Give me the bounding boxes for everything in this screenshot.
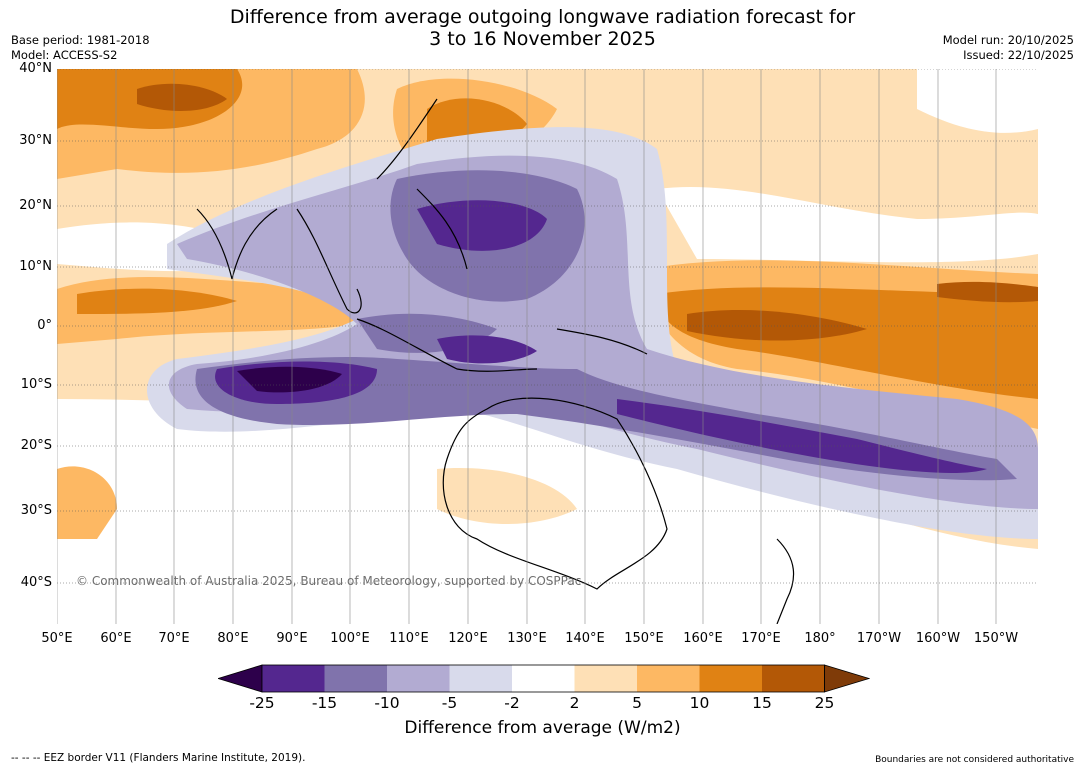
neutral-tasman	[777, 529, 937, 624]
colorbar-swatch-4	[449, 665, 512, 692]
lat-label-10n: 10°N	[19, 259, 52, 274]
lon-label-170w: 170°W	[856, 631, 902, 646]
malay-peninsula-coastline	[296, 208, 362, 314]
lon-label-140e: 140°E	[565, 631, 605, 646]
meridians	[57, 69, 997, 624]
lon-label-100e: 100°E	[330, 631, 370, 646]
lon-label-130e: 130°E	[507, 631, 547, 646]
copyright-notice: © Commonwealth of Australia 2025, Bureau…	[76, 574, 582, 588]
lat-label-40n: 40°N	[19, 61, 52, 76]
pos-south-indian-5	[57, 466, 117, 539]
pos-tibet-15	[137, 83, 227, 111]
colorbar-swatch-2	[324, 665, 387, 692]
lon-label-110e: 110°E	[389, 631, 429, 646]
neg-15-philippines	[417, 200, 547, 251]
colorbar-label: Difference from average (W/m2)	[404, 718, 681, 738]
lon-label-120e: 120°E	[448, 631, 488, 646]
pos-central-pacific-15	[687, 309, 867, 341]
colorbar-tick-minus-5: -5	[441, 694, 458, 712]
model-name: Model: ACCESS-S2	[11, 48, 118, 62]
lon-label-150w: 150°W	[973, 631, 1019, 646]
lat-label-20n: 20°N	[19, 198, 52, 213]
lon-label-180: 180°	[804, 631, 836, 646]
model-run: Model run: 20/10/2025	[942, 33, 1074, 47]
meta-left: Base period: 1981-2018 Model: ACCESS-S2	[11, 33, 150, 63]
olr-anomaly-map	[57, 69, 1038, 624]
colorbar-tick-10: 10	[689, 694, 710, 712]
colorbar-tick-2: 2	[569, 694, 580, 712]
lat-label-30n: 30°N	[19, 133, 52, 148]
map-svg	[57, 69, 1038, 624]
lat-label-40s: 40°S	[20, 575, 52, 590]
neg-5-warm-pool	[168, 155, 1038, 509]
colorbar-tick-5: 5	[632, 694, 642, 712]
colorbar-tick-minus-15: -15	[311, 694, 338, 712]
lat-label-10s: 10°S	[20, 377, 52, 392]
colorbar-tick-minus-10: -10	[374, 694, 400, 712]
colorbar-swatch-5	[512, 665, 575, 692]
colorbar-frame	[261, 664, 825, 693]
map-title-line-2: 3 to 16 November 2025	[429, 28, 656, 50]
map-title-line-1: Difference from average outgoing longwav…	[229, 6, 856, 28]
lon-label-150e: 150°E	[624, 631, 664, 646]
issued-date: Issued: 22/10/2025	[963, 48, 1074, 62]
lat-label-30s: 30°S	[20, 503, 52, 518]
colorbar-tick-minus-25: -25	[249, 694, 275, 712]
lat-label-20s: 20°S	[20, 438, 52, 453]
boundaries-disclaimer: Boundaries are not considered authoritat…	[875, 755, 1074, 765]
colorbar-swatch-3	[387, 665, 450, 692]
lon-label-70e: 70°E	[158, 631, 190, 646]
neg-15-south-pacific	[617, 399, 987, 474]
india-coastline	[196, 208, 278, 280]
colorbar	[218, 664, 870, 693]
neg-25-indian	[237, 366, 342, 393]
new-zealand-coastline	[776, 538, 795, 624]
new-guinea-coastline	[556, 328, 648, 355]
colorbar-tick-25: 25	[814, 694, 835, 712]
neutral-north-pacific	[657, 186, 1038, 263]
meta-right: Model run: 20/10/2025 Issued: 22/10/2025	[943, 33, 1074, 63]
colorbar-tick-15: 15	[752, 694, 772, 712]
lon-label-90e: 90°E	[276, 631, 308, 646]
philippines-coastline	[416, 188, 468, 270]
australia-coastline	[442, 397, 668, 590]
neg-15-maritime	[437, 335, 537, 364]
sumatra-java-coastline	[356, 318, 538, 372]
coastlines	[196, 98, 795, 624]
colorbar-swatch-7	[637, 665, 700, 692]
colorbar-over-arrow	[824, 664, 870, 693]
lon-label-170e: 170°E	[741, 631, 781, 646]
pos-dateline-15	[937, 281, 1038, 303]
colorbar-under-arrow	[218, 664, 263, 693]
colorbar-swatch-1	[262, 665, 325, 692]
lon-label-60e: 60°E	[100, 631, 132, 646]
base-period: Base period: 1981-2018	[11, 33, 150, 47]
colorbar-swatch-9	[762, 665, 825, 692]
lat-label-equator: 0°	[37, 318, 52, 333]
pos-australia-2	[437, 468, 577, 524]
china-coastline	[376, 98, 438, 180]
lon-label-160e: 160°E	[683, 631, 723, 646]
colorbar-swatch-8	[699, 665, 762, 692]
colorbar-tick-minus-2: -2	[504, 694, 520, 712]
colorbar-swatch-6	[574, 665, 637, 692]
lon-label-80e: 80°E	[217, 631, 249, 646]
lon-label-50e: 50°E	[41, 631, 73, 646]
neutral-northeast	[917, 69, 1038, 133]
eez-border-note: -- -- -- EEZ border V11 (Flanders Marine…	[11, 752, 306, 764]
negative-anomaly-regions	[147, 127, 1038, 539]
lon-label-160w: 160°W	[915, 631, 961, 646]
pos-indian-ocean-10	[77, 288, 237, 314]
